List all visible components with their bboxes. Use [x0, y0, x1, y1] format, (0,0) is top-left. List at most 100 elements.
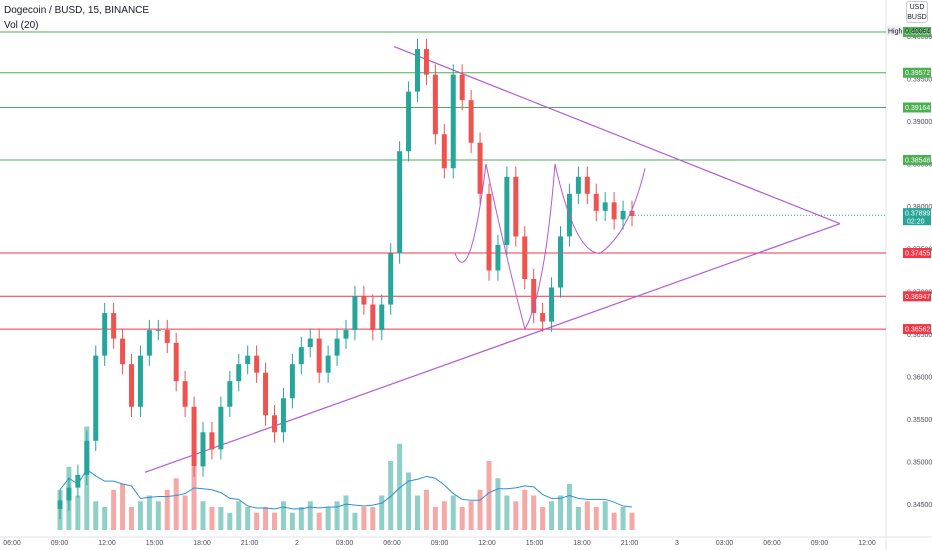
volume-bar [334, 501, 340, 530]
time-tick-label: 21:00 [621, 540, 639, 547]
volume-bar [316, 512, 322, 530]
volume-bar [397, 443, 403, 530]
time-tick-label: 06:00 [763, 540, 781, 547]
volume-bar [620, 507, 626, 530]
candle-body [173, 342, 179, 382]
volume-bar [611, 512, 617, 530]
price-tick-label: 0.39500 [907, 76, 932, 83]
candle-body [477, 142, 483, 194]
volume-bar [209, 507, 215, 530]
candle-body [611, 202, 617, 220]
volume-bar [584, 501, 590, 530]
candle-body [441, 134, 447, 169]
volume-bar [388, 461, 394, 530]
volume-bar [164, 489, 170, 530]
volume-bar [540, 507, 546, 530]
price-tick-label: 0.35500 [907, 417, 932, 424]
candle-body [182, 381, 188, 407]
candle-body [120, 338, 126, 365]
candle-body [218, 406, 224, 450]
candle-body [486, 193, 492, 271]
volume-bar [495, 478, 501, 530]
candle-body [602, 202, 608, 211]
price-tick-label: 0.35000 [907, 460, 932, 467]
candle-body [137, 355, 143, 407]
volume-bar [370, 507, 376, 530]
volume-bar [245, 507, 251, 530]
candle-body [289, 364, 295, 399]
candle-body [227, 381, 233, 407]
countdown-label: 02:20 [907, 219, 925, 226]
time-tick-label: 15:00 [146, 540, 164, 547]
volume-bar [477, 489, 483, 530]
volume-bar [280, 501, 286, 530]
candle-body [93, 355, 99, 441]
volume-bar [93, 501, 99, 530]
volume-bar [236, 501, 242, 530]
volume-bar [182, 495, 188, 530]
time-tick-label: 12:00 [478, 540, 496, 547]
time-tick-label: 03:00 [716, 540, 734, 547]
volume-bar [298, 507, 304, 530]
candle-body [75, 474, 81, 488]
volume-bar [459, 507, 465, 530]
volume-bar [361, 507, 367, 530]
level-price-tag-bg [903, 324, 931, 335]
candle-body [415, 49, 420, 92]
candle-body [629, 210, 635, 216]
volume-bar [441, 501, 447, 530]
level-price-tag-bg [903, 291, 931, 302]
candle-body [495, 244, 501, 271]
candle-body [352, 296, 358, 331]
volume-indicator-label[interactable]: Vol (20) [4, 20, 39, 31]
price-tick-label: 0.34500 [907, 502, 932, 509]
pattern-curve [454, 163, 646, 331]
high-value: 0.40064 [905, 28, 930, 35]
level-price-tag: 0.36562 [905, 327, 930, 334]
volume-bar [263, 507, 269, 530]
candle-body [370, 304, 376, 331]
candle-body [361, 296, 367, 305]
candle-body [450, 74, 456, 169]
symbol-title[interactable]: Dogecoin / BUSD, 15, BINANCE [4, 5, 150, 16]
volume-bar [102, 507, 108, 530]
currency-selector[interactable]: USD BUSD [906, 1, 928, 23]
time-tick-label: 18:00 [573, 540, 591, 547]
candle-body [513, 176, 519, 237]
volume-bar [129, 507, 134, 530]
candle-body [423, 49, 429, 75]
time-tick-label: 06:00 [383, 540, 401, 547]
last-price-tag: 0.37899 [905, 211, 930, 218]
candle-body [84, 440, 90, 475]
candle-body [397, 151, 403, 254]
time-tick-label: 09:00 [51, 540, 69, 547]
candle-body [459, 74, 465, 101]
candle-body [540, 313, 546, 322]
candle-body [245, 355, 251, 365]
candle-body [620, 210, 626, 220]
volume-bar [218, 507, 224, 530]
price-tick-label: 0.36000 [907, 374, 932, 381]
time-tick-label: 03:00 [336, 540, 354, 547]
level-price-tag-bg [903, 154, 931, 165]
high-label: High [888, 28, 903, 35]
candle-body [155, 330, 161, 332]
candle-body [146, 330, 152, 356]
price-tick-label: 0.40000 [907, 34, 932, 41]
volume-bar [155, 501, 161, 530]
volume-bar [289, 512, 295, 530]
volume-bar [75, 495, 81, 530]
candle-body [111, 313, 117, 339]
volume-bar [486, 461, 492, 530]
candle-body [584, 176, 590, 194]
price-tick-label: 0.38000 [907, 204, 932, 211]
volume-bar [325, 507, 331, 530]
time-tick-label: 2 [295, 540, 299, 547]
volume-ma-line [59, 468, 633, 510]
volume-bar [423, 489, 429, 530]
candle-body [388, 253, 394, 305]
volume-bar [352, 512, 358, 530]
candle-body [334, 338, 340, 356]
volume-bar [254, 512, 260, 530]
